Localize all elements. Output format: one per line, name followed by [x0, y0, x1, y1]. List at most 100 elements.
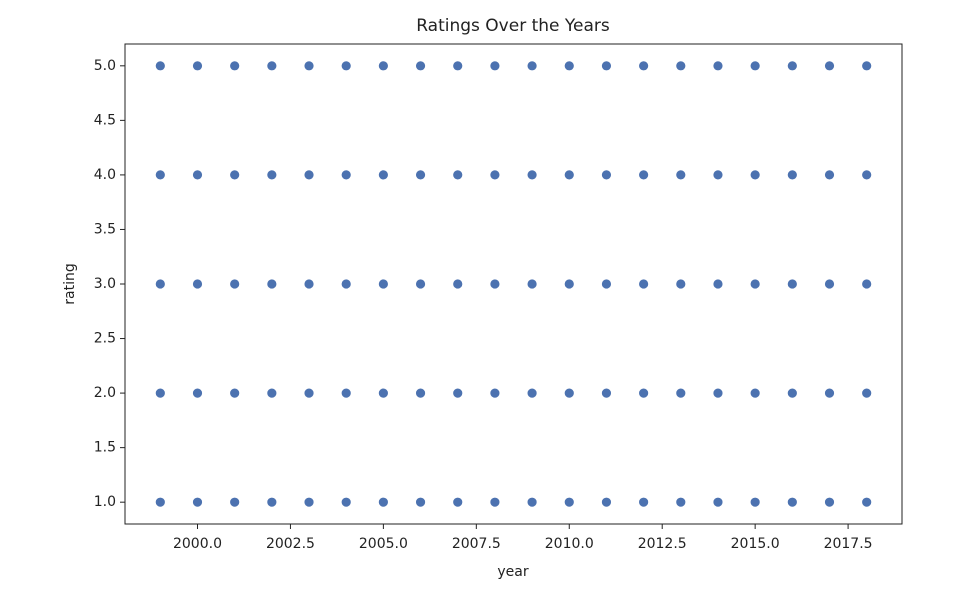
point [563, 169, 575, 181]
y-tick-label: 1.0 [94, 494, 116, 510]
point [786, 169, 798, 181]
point [154, 60, 166, 72]
point [563, 387, 575, 399]
point [824, 496, 835, 508]
point [377, 60, 389, 72]
y-tick-label: 2.0 [94, 385, 116, 401]
point [489, 387, 501, 399]
point [229, 278, 241, 290]
point [415, 169, 426, 181]
y-tick-label: 2.5 [94, 331, 116, 347]
y-tick-label: 5.0 [94, 58, 116, 74]
point [786, 496, 798, 508]
point [786, 278, 798, 290]
point [452, 60, 464, 72]
point [303, 60, 315, 72]
point [712, 496, 724, 508]
point [638, 496, 650, 508]
point [563, 278, 575, 290]
point [526, 169, 538, 181]
point [340, 387, 352, 399]
x-tick-label: 2002.5 [266, 536, 315, 552]
point [377, 387, 389, 399]
point [563, 496, 575, 508]
point [489, 278, 501, 290]
point [675, 496, 687, 508]
point [675, 169, 687, 181]
point [192, 496, 203, 508]
point [452, 387, 464, 399]
point [303, 169, 315, 181]
point [638, 387, 650, 399]
point [601, 278, 612, 290]
point [786, 60, 798, 72]
point [340, 496, 352, 508]
point [154, 278, 166, 290]
point [526, 387, 538, 399]
point [712, 387, 724, 399]
point [638, 60, 650, 72]
point [489, 496, 501, 508]
point [192, 278, 203, 290]
point [154, 387, 166, 399]
point [601, 169, 612, 181]
point [415, 496, 426, 508]
point [266, 496, 278, 508]
x-tick-label: 2010.0 [545, 536, 594, 552]
x-tick-label: 2000.0 [173, 536, 222, 552]
point [749, 60, 761, 72]
x-axis-label: year [497, 564, 528, 580]
point [266, 169, 278, 181]
point [526, 60, 538, 72]
x-tick-label: 2005.0 [359, 536, 408, 552]
point [601, 387, 612, 399]
point [229, 387, 241, 399]
point [675, 60, 687, 72]
point [266, 60, 278, 72]
point [266, 278, 278, 290]
point [489, 169, 501, 181]
point [229, 169, 241, 181]
point [786, 387, 798, 399]
point [675, 278, 687, 290]
point [154, 496, 166, 508]
point [340, 278, 352, 290]
point [340, 60, 352, 72]
point [415, 60, 426, 72]
y-tick-label: 3.5 [94, 221, 116, 237]
point [303, 496, 315, 508]
y-tick-label: 4.5 [94, 112, 116, 128]
point [229, 60, 241, 72]
x-tick-label: 2012.5 [638, 536, 687, 552]
point [452, 169, 464, 181]
point [861, 169, 873, 181]
point [824, 387, 835, 399]
point [192, 169, 203, 181]
point [377, 169, 389, 181]
point [415, 278, 426, 290]
point [749, 496, 761, 508]
point [712, 60, 724, 72]
point [824, 169, 835, 181]
point [452, 496, 464, 508]
chart-title: Ratings Over the Years [416, 16, 610, 36]
point [861, 278, 873, 290]
point [154, 169, 166, 181]
point [712, 278, 724, 290]
point [340, 169, 352, 181]
point [749, 169, 761, 181]
point [452, 278, 464, 290]
point [861, 387, 873, 399]
point [526, 496, 538, 508]
point [749, 387, 761, 399]
point [749, 278, 761, 290]
x-tick-label: 2017.5 [824, 536, 873, 552]
point [601, 496, 612, 508]
point [303, 387, 315, 399]
point [192, 387, 203, 399]
point [601, 60, 612, 72]
point [824, 278, 835, 290]
y-tick-label: 3.0 [94, 276, 116, 292]
point [377, 278, 389, 290]
